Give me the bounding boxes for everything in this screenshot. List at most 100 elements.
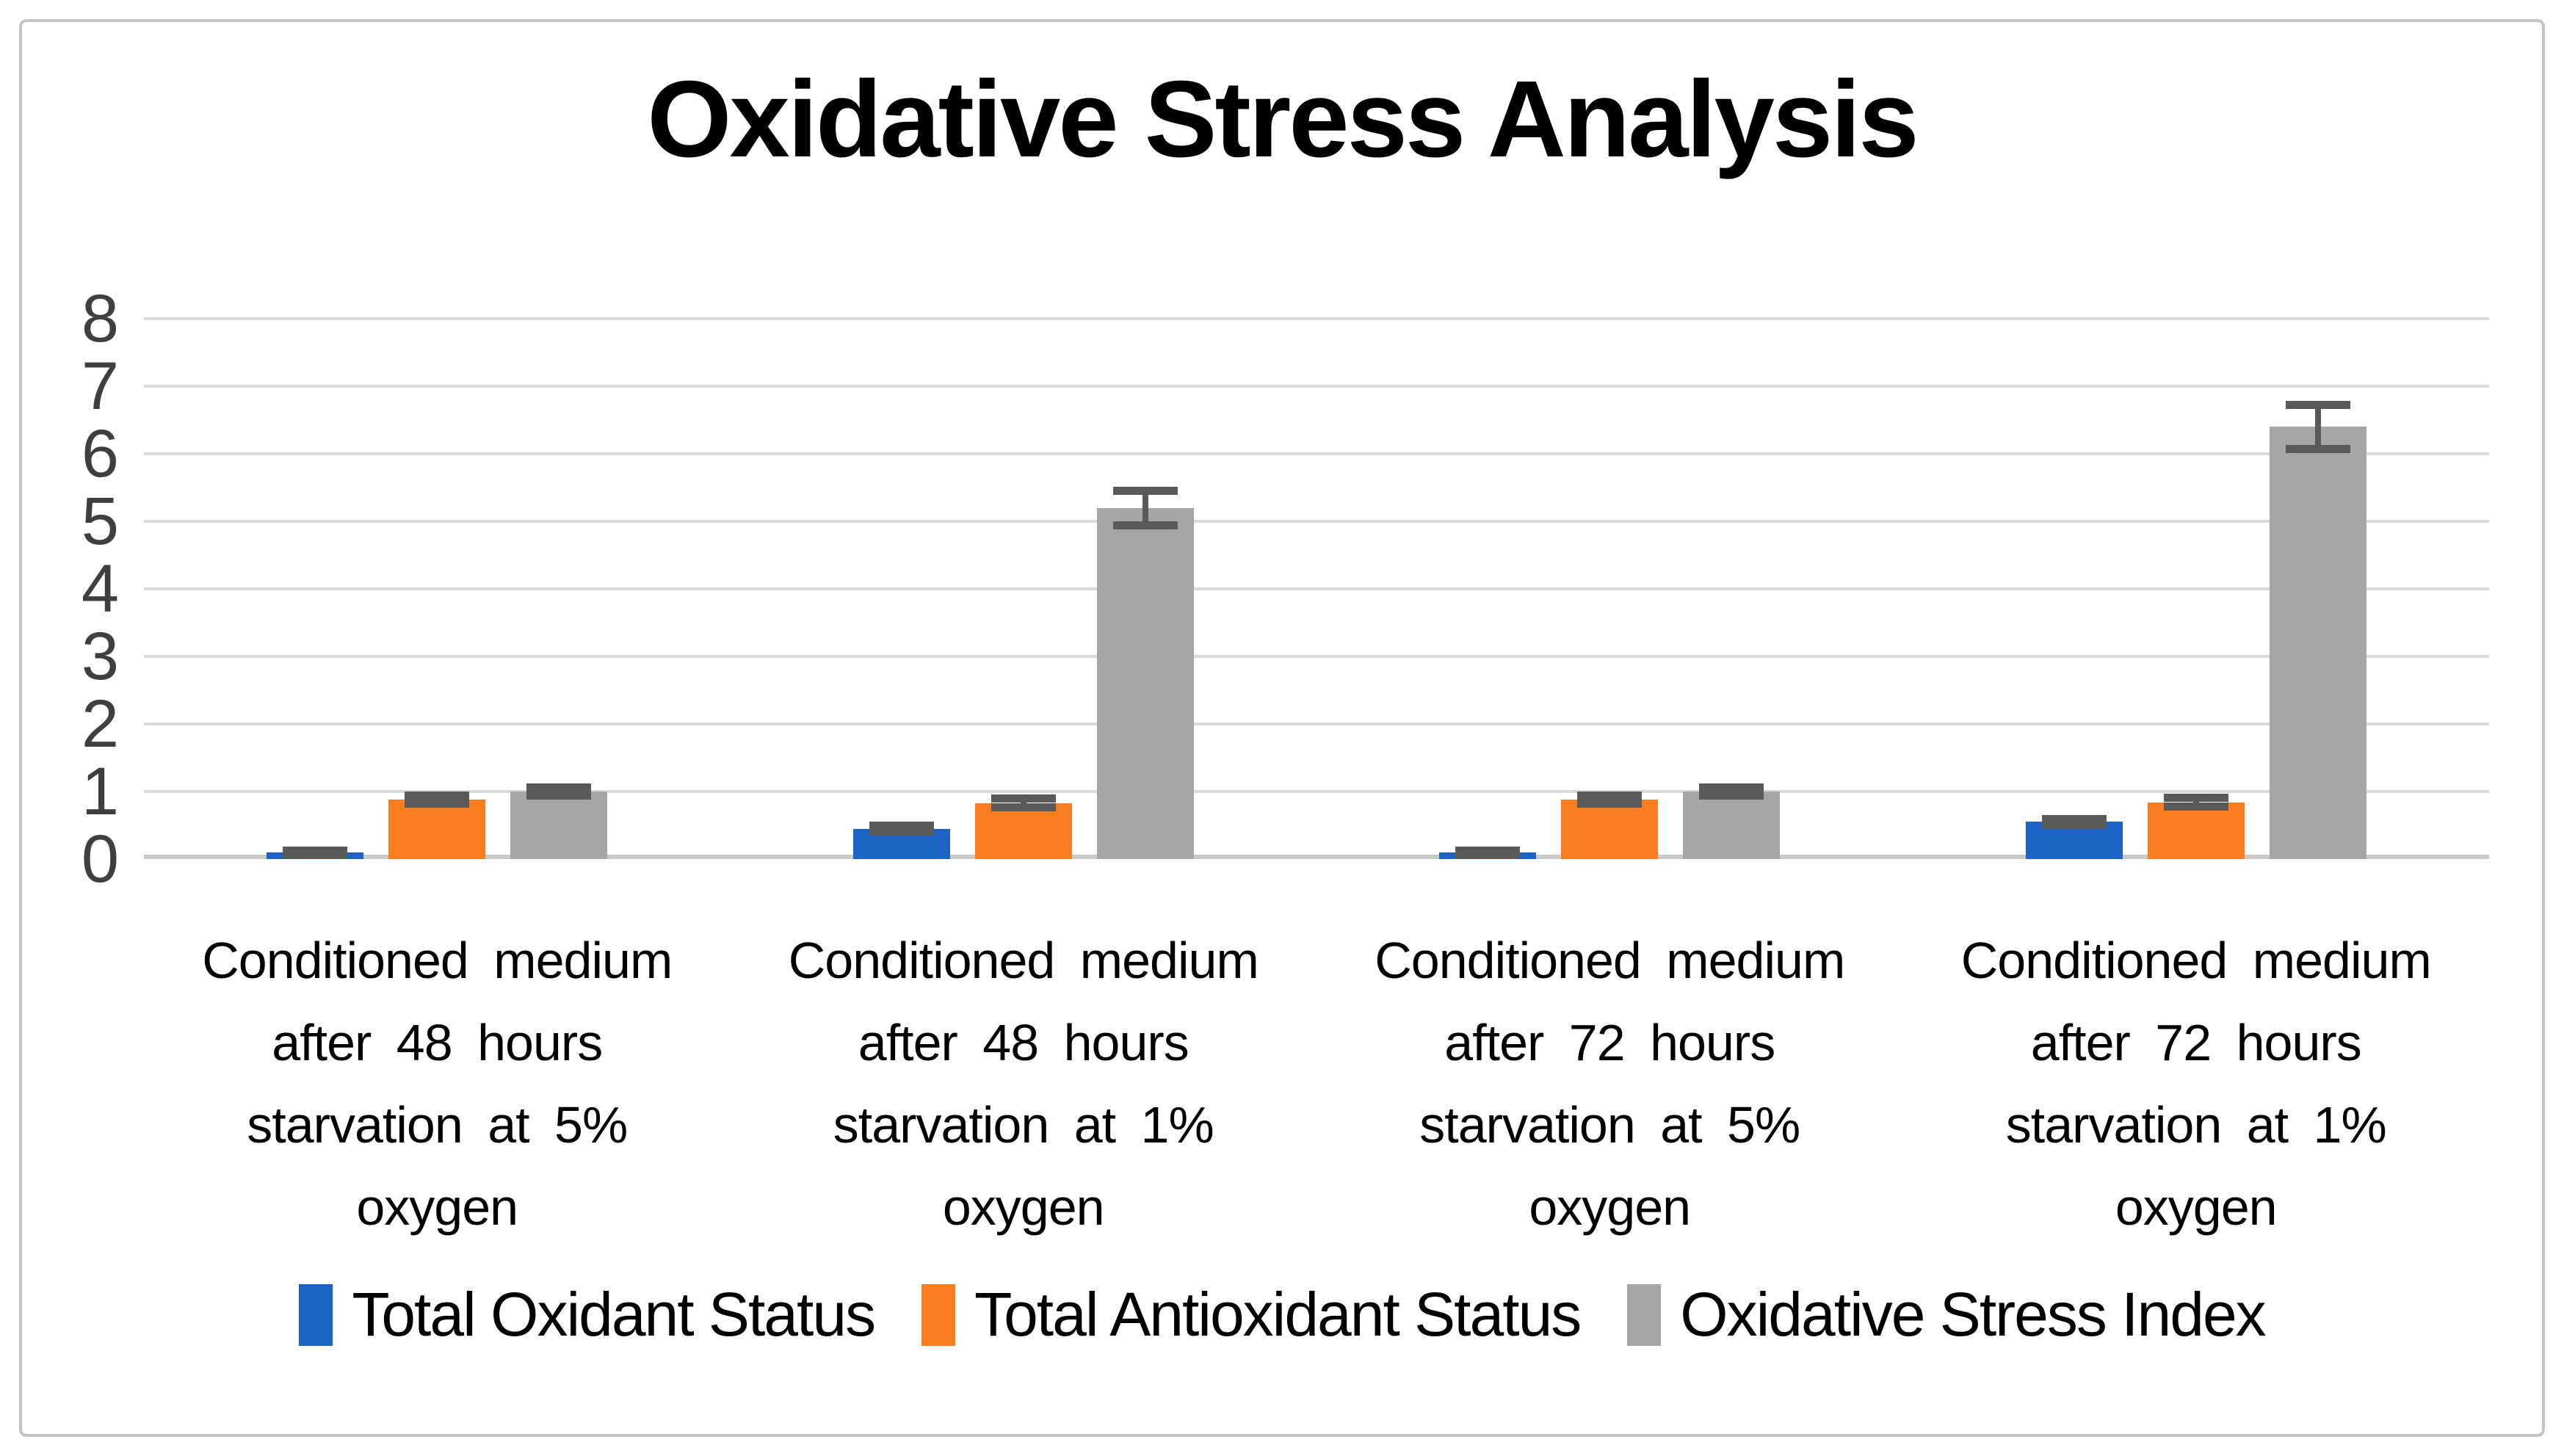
error-bar-cap-bottom [2163, 803, 2228, 811]
error-bar-cap-bottom [526, 792, 592, 800]
gridline-y4 [144, 587, 2489, 590]
error-bar-cap-top [2041, 814, 2107, 823]
figure-border [19, 19, 2545, 1437]
legend: Total Oxidant Status Total Antioxidant St… [29, 1279, 2535, 1350]
gridline-y5 [144, 520, 2489, 523]
category-label-line: oxygen [942, 1178, 1105, 1236]
category-label-group2: Conditioned medium after 48 hours starvati… [686, 919, 1361, 1248]
error-bar-stem [2314, 400, 2321, 453]
bar-series3-group3 [1683, 792, 1781, 859]
error-bar-cap-top [526, 783, 592, 792]
category-label-group3: Conditioned medium after 72 hours starvati… [1272, 919, 1947, 1248]
error-bar-cap-top [405, 791, 470, 800]
bar-series3-group1 [510, 792, 608, 859]
y-tick-label-4: 4 [81, 551, 119, 626]
error-bar-series1-group1 [283, 847, 348, 858]
error-bar-series1-group2 [869, 822, 934, 836]
category-label-line: Conditioned medium [202, 932, 673, 989]
legend-item-series3: Oxidative Stress Index [1627, 1279, 2267, 1350]
error-bar-stem [1142, 486, 1148, 529]
category-label-line: after 72 hours [1444, 1014, 1775, 1071]
category-label-line: after 48 hours [858, 1014, 1189, 1071]
y-tick-label-2: 2 [81, 687, 119, 761]
error-bar-cap-bottom [2041, 821, 2107, 829]
error-bar-series3-group2 [1112, 486, 1178, 529]
error-bar-series2-group2 [991, 794, 1056, 812]
category-label-line: oxygen [356, 1178, 518, 1236]
legend-swatch-series1 [299, 1283, 333, 1346]
error-bar-series3-group4 [2285, 400, 2350, 453]
category-label-line: after 72 hours [2030, 1014, 2362, 1071]
legend-swatch-series3 [1627, 1283, 1662, 1346]
error-bar-stem [1728, 783, 1735, 800]
error-bar-stem [1020, 794, 1026, 812]
error-bar-cap-top [1112, 486, 1178, 495]
gridline-y8 [144, 317, 2489, 320]
category-label-group1: Conditioned medium after 48 hours starvati… [99, 919, 775, 1248]
legend-label-series3: Oxidative Stress Index [1680, 1280, 2266, 1349]
error-bar-series2-group3 [1577, 791, 1643, 808]
chart-title: Oxidative Stress Analysis [647, 59, 1919, 180]
category-label-line: starvation at 5% [247, 1096, 628, 1153]
category-label-line: after 48 hours [272, 1014, 603, 1071]
category-label-line: Conditioned medium [788, 932, 1259, 989]
error-bar-cap-bottom [1455, 850, 1521, 858]
error-bar-stem [434, 791, 441, 808]
bar-series2-group3 [1561, 800, 1659, 859]
error-bar-cap-bottom [1577, 800, 1643, 808]
error-bar-cap-top [991, 794, 1056, 803]
category-label-line: starvation at 1% [2005, 1096, 2387, 1153]
y-tick-label-1: 1 [81, 754, 119, 829]
error-bar-series1-group4 [2041, 814, 2107, 829]
error-bar-cap-top [869, 822, 934, 830]
error-bar-cap-bottom [283, 850, 348, 858]
error-bar-stem [556, 783, 562, 800]
error-bar-series2-group4 [2163, 794, 2228, 811]
plot-area [144, 317, 2489, 859]
category-label-line: oxygen [2115, 1178, 2278, 1236]
gridline-y3 [144, 655, 2489, 658]
error-bar-cap-bottom [405, 800, 470, 808]
x-axis-baseline [144, 855, 2489, 859]
error-bar-cap-top [2285, 400, 2350, 409]
bar-series3-group2 [1096, 507, 1194, 859]
error-bar-cap-top [1699, 783, 1764, 792]
error-bar-series3-group3 [1699, 783, 1764, 800]
gridline-y6 [144, 452, 2489, 455]
y-tick-label-0: 0 [81, 822, 119, 897]
x-axis-category-labels: Conditioned medium after 48 hours starvati… [144, 919, 2489, 1250]
bar-series3-group4 [2269, 427, 2366, 859]
error-bar-cap-bottom [1112, 521, 1178, 529]
bar-series2-group1 [388, 800, 486, 859]
gridline-y2 [144, 722, 2489, 725]
category-label-line: starvation at 5% [1419, 1096, 1800, 1153]
gridline-y7 [144, 385, 2489, 388]
legend-label-series2: Total Antioxidant Status [974, 1280, 1582, 1349]
category-label-line: oxygen [1529, 1178, 1691, 1236]
error-bar-stem [2192, 794, 2199, 811]
error-bar-series3-group1 [526, 783, 592, 800]
legend-swatch-series2 [921, 1283, 956, 1346]
category-label-line: starvation at 1% [833, 1096, 1214, 1153]
gridline-y1 [144, 790, 2489, 793]
legend-item-series1: Total Oxidant Status [299, 1279, 876, 1350]
y-tick-label-5: 5 [81, 484, 119, 559]
y-tick-label-3: 3 [81, 619, 119, 694]
error-bar-cap-bottom [2285, 444, 2350, 453]
bar-series2-group2 [974, 803, 1072, 859]
y-tick-label-7: 7 [81, 349, 119, 424]
error-bar-cap-bottom [869, 827, 934, 836]
category-label-line: Conditioned medium [1375, 932, 1845, 989]
legend-item-series2: Total Antioxidant Status [921, 1279, 1582, 1350]
y-tick-label-8: 8 [81, 281, 119, 356]
error-bar-cap-bottom [1699, 792, 1764, 800]
error-bar-stem [1607, 791, 1613, 808]
category-label-line: Conditioned medium [1960, 932, 2432, 989]
y-tick-label-6: 6 [81, 416, 119, 491]
legend-label-series1: Total Oxidant Status [352, 1280, 876, 1349]
category-label-group4: Conditioned medium after 72 hours starvati… [1858, 919, 2534, 1248]
error-bar-series2-group1 [405, 791, 470, 808]
error-bar-cap-top [2163, 794, 2228, 803]
